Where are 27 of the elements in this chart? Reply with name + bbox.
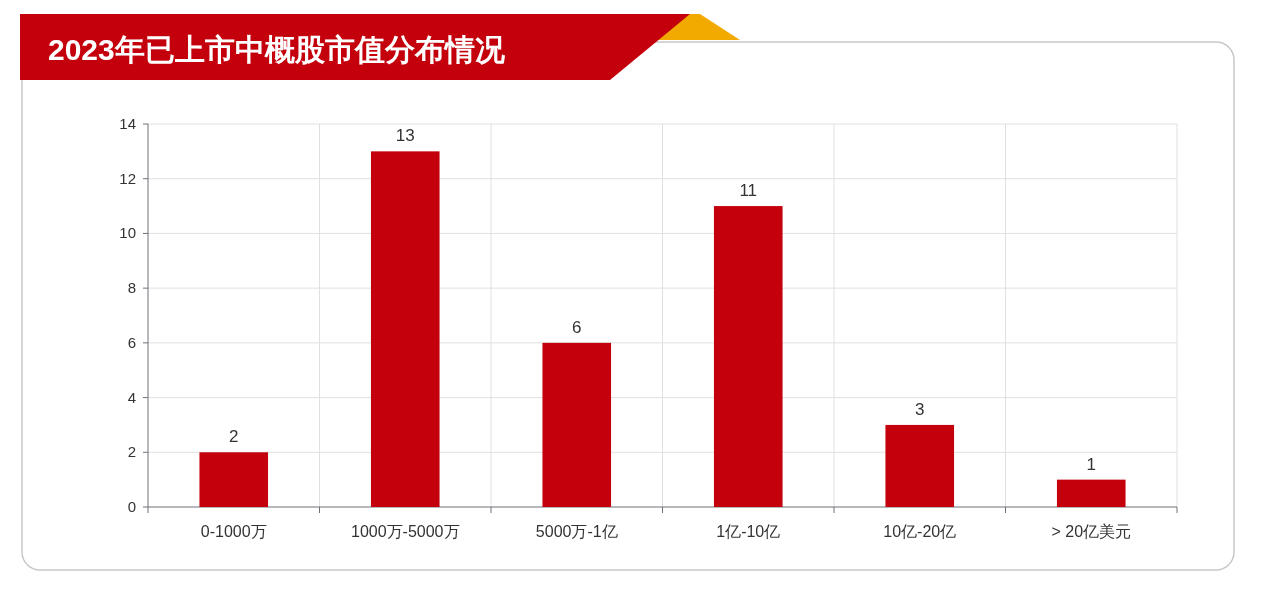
y-tick-label: 10 (119, 224, 136, 242)
x-tick-label: 10亿-20亿 (883, 523, 957, 540)
y-tick-label: 0 (127, 498, 136, 515)
bar (885, 424, 955, 507)
x-tick-label: 0-1000万 (200, 523, 267, 540)
bar (542, 342, 612, 507)
data-label: 2 (229, 427, 239, 447)
data-label: 1 (1086, 454, 1096, 474)
data-label: 13 (395, 126, 415, 146)
y-tick-label: 6 (127, 333, 136, 351)
bar (199, 452, 269, 507)
x-tick-label: 1亿-10亿 (716, 523, 781, 540)
y-tick-label: 12 (119, 169, 136, 187)
bar (1056, 479, 1126, 507)
x-tick-label: 5000万-1亿 (535, 523, 618, 540)
x-tick-label: > 20亿美元 (1051, 523, 1132, 540)
chart-title: 2023年已上市中概股市值分布情况 (48, 33, 506, 66)
bar (713, 206, 783, 507)
data-label: 6 (572, 317, 582, 337)
data-label: 3 (915, 399, 925, 419)
y-tick-label: 14 (119, 115, 136, 132)
y-tick-label: 2 (127, 443, 136, 461)
data-label: 11 (739, 181, 758, 201)
y-tick-label: 8 (127, 279, 136, 297)
x-tick-label: 1000万-5000万 (350, 523, 460, 540)
bar (370, 151, 440, 507)
y-tick-label: 4 (127, 388, 136, 406)
